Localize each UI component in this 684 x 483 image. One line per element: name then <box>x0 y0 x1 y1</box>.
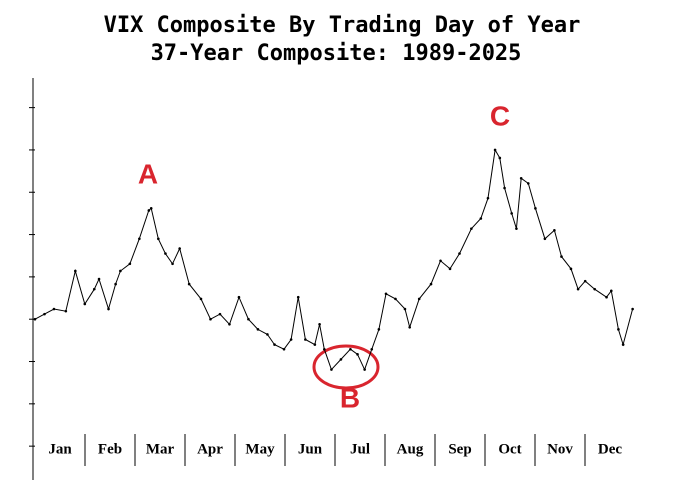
point <box>605 295 608 299</box>
chart-title: VIX Composite By Trading Day of Year <box>104 13 581 38</box>
point <box>377 328 381 331</box>
point <box>448 267 452 271</box>
point <box>33 317 37 321</box>
point <box>187 282 191 286</box>
point <box>370 347 374 351</box>
point <box>52 307 56 311</box>
point <box>363 368 366 371</box>
point <box>498 156 502 160</box>
point <box>534 207 537 210</box>
point <box>289 338 293 341</box>
point <box>92 287 96 291</box>
x-tick-label: Mar <box>146 441 175 457</box>
annotation: A <box>138 158 158 189</box>
point <box>97 277 101 281</box>
point <box>417 297 421 301</box>
point <box>114 282 117 286</box>
point <box>330 368 333 371</box>
point <box>576 287 580 291</box>
x-tick-label: Feb <box>98 441 122 457</box>
x-tick-label: Nov <box>547 441 573 457</box>
x-tick-label: Aug <box>397 441 424 457</box>
x-tick-label: May <box>245 441 275 457</box>
x-tick-label: Apr <box>197 441 223 457</box>
point <box>323 347 326 351</box>
point <box>526 182 530 185</box>
line <box>34 148 634 371</box>
annotation: C <box>490 100 510 131</box>
point <box>394 297 397 301</box>
point <box>157 237 160 241</box>
x-tick-label: Dec <box>598 441 622 457</box>
point <box>138 237 141 241</box>
highlight-ellipse <box>312 344 380 390</box>
point <box>429 282 433 286</box>
point <box>318 322 321 326</box>
point <box>621 343 625 346</box>
point <box>593 287 596 291</box>
point <box>458 252 461 255</box>
point <box>479 217 483 220</box>
point <box>237 295 241 299</box>
point <box>313 343 317 346</box>
point <box>43 312 46 316</box>
point <box>569 267 573 271</box>
point <box>583 279 587 283</box>
point <box>403 307 407 311</box>
point <box>356 353 359 356</box>
point <box>470 227 473 230</box>
point <box>304 338 307 341</box>
point <box>609 289 613 293</box>
point <box>503 186 506 190</box>
point <box>519 176 523 180</box>
point <box>510 212 513 215</box>
point <box>171 262 174 266</box>
point <box>199 297 203 301</box>
point <box>256 328 260 331</box>
point <box>617 328 620 331</box>
point <box>515 227 518 230</box>
x-tick-label: Oct <box>498 441 521 457</box>
point <box>64 309 68 313</box>
point <box>107 307 110 311</box>
point <box>631 307 634 311</box>
annotation: B <box>340 382 360 413</box>
point <box>218 312 222 316</box>
point <box>349 347 352 351</box>
point <box>384 292 388 296</box>
point <box>247 317 250 321</box>
point <box>128 262 132 266</box>
point <box>83 302 87 306</box>
point <box>296 295 300 299</box>
point <box>486 196 490 200</box>
chart-subtitle: 37-Year Composite: 1989-2025 <box>151 41 522 66</box>
x-tick-label: Jul <box>350 441 370 457</box>
point <box>339 358 343 361</box>
x-tick-label: Sep <box>448 441 471 457</box>
point <box>228 322 231 326</box>
point <box>178 247 181 250</box>
point <box>273 343 276 346</box>
point <box>209 317 212 321</box>
point <box>493 148 497 152</box>
point <box>147 209 151 212</box>
point <box>408 325 412 329</box>
point <box>553 229 556 232</box>
point <box>119 269 122 273</box>
point <box>439 259 442 263</box>
x-tick-label: Jan <box>48 441 72 457</box>
point <box>149 207 153 210</box>
point <box>164 252 167 255</box>
point <box>282 347 286 351</box>
x-tick-label: Jun <box>298 441 323 457</box>
point <box>74 269 77 273</box>
point <box>266 333 269 336</box>
point <box>543 237 547 241</box>
point <box>560 255 563 258</box>
